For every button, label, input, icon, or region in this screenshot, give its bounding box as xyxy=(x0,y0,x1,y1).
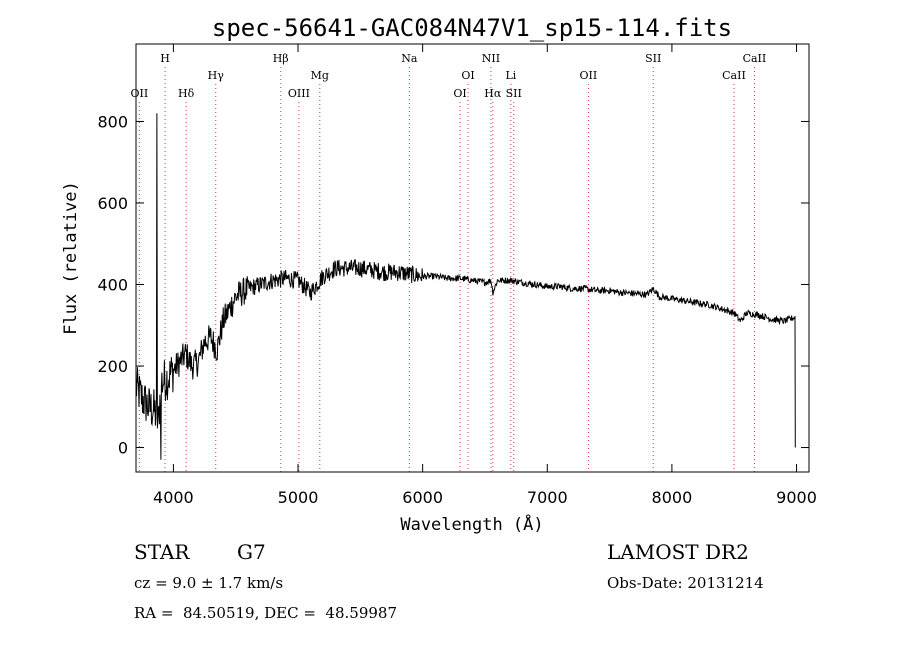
x-tick-label: 7000 xyxy=(527,488,568,507)
survey-name: LAMOST DR2 xyxy=(607,540,749,564)
x-tick-label: 4000 xyxy=(153,488,194,507)
spectral-line-label: OII xyxy=(131,87,149,100)
axis-ticks: 4000 5000 6000 7000 8000 9000 0 200 400 600 800 xyxy=(97,44,817,507)
spectral-line-label: Hγ xyxy=(208,69,225,82)
spectral-line-label: Na xyxy=(401,52,418,65)
object-class: STAR xyxy=(134,540,190,564)
spectral-line-label: OIII xyxy=(288,87,310,100)
spectral-line-label: Mg xyxy=(311,69,329,82)
y-tick-label: 0 xyxy=(118,439,128,458)
spectral-line-label: Li xyxy=(505,69,516,82)
y-tick-label: 400 xyxy=(97,275,128,294)
plot-frame xyxy=(135,43,810,473)
obs-date: Obs-Date: 20131214 xyxy=(607,574,764,592)
y-tick-label: 600 xyxy=(97,194,128,213)
x-tick-label: 6000 xyxy=(402,488,443,507)
x-axis-label: Wavelength (Å) xyxy=(400,513,543,535)
spectral-line-label: OII xyxy=(580,69,598,82)
spectral-line-label: OI xyxy=(453,87,466,100)
y-axis-label: Flux (relative) xyxy=(61,181,81,335)
x-tick-label: 9000 xyxy=(776,488,817,507)
x-tick-label: 5000 xyxy=(278,488,319,507)
spectrum-line xyxy=(135,113,796,460)
spectral-line-label: SII xyxy=(645,52,661,65)
redshift-text: cz = 9.0 ± 1.7 km/s xyxy=(134,574,284,592)
object-subclass: G7 xyxy=(237,540,266,564)
x-tick-label: 8000 xyxy=(652,488,693,507)
spectral-line-label: Hδ xyxy=(178,87,195,100)
spectral-line-label: Hα xyxy=(484,87,502,100)
spectrum-series xyxy=(135,113,796,460)
spectral-line-label: SII xyxy=(506,87,522,100)
chart-title: spec-56641-GAC084N47V1_sp15-114.fits xyxy=(212,14,732,42)
y-tick-label: 200 xyxy=(97,357,128,376)
spectral-line-label: Hβ xyxy=(273,52,289,65)
spectral-line-label: CaII xyxy=(722,69,746,82)
coordinates-text: RA = 84.50519, DEC = 48.59987 xyxy=(134,604,398,622)
spectral-line-label: NII xyxy=(482,52,500,65)
y-tick-label: 800 xyxy=(97,112,128,131)
spectral-line-label: CaII xyxy=(743,52,767,65)
spectral-line-label: H xyxy=(160,52,170,65)
spectral-line-label: OI xyxy=(461,69,474,82)
